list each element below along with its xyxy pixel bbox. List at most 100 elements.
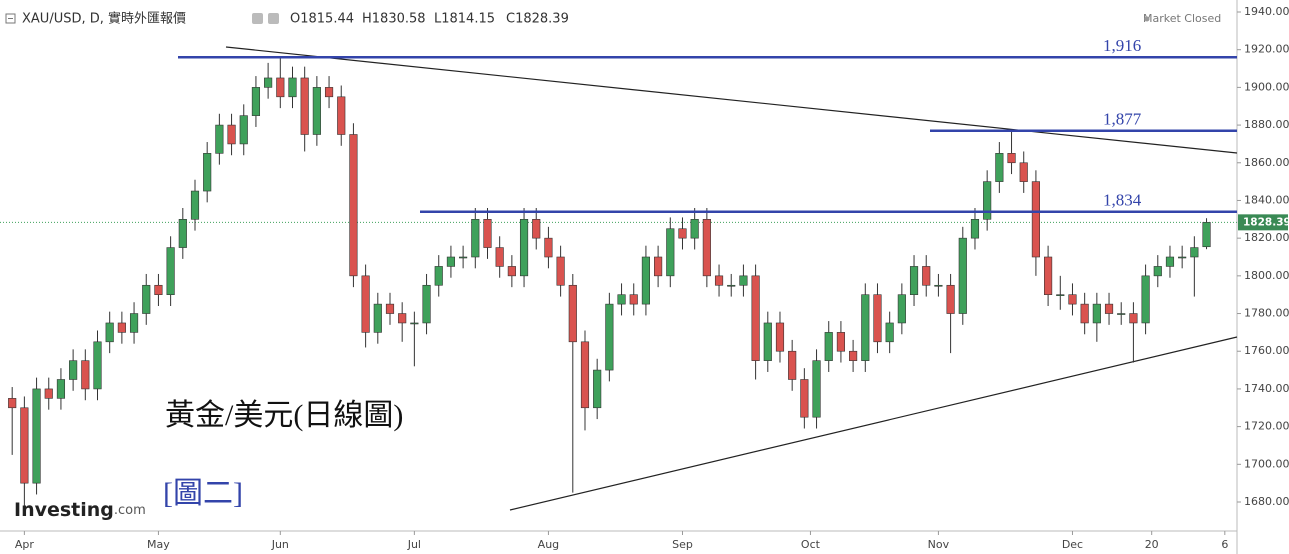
candle-body [1031,181,1040,258]
candle-body [434,266,443,286]
candle-body [922,266,931,286]
brand-name: Investing [14,499,114,521]
candle-body [958,237,967,314]
x-tick-label: Sep [672,538,693,551]
y-tick-label: 1900.00 [1244,80,1289,93]
y-tick-label: 1740.00 [1244,382,1289,395]
candle-body [1068,294,1077,305]
x-tick-label: Jul [407,538,421,551]
candle-body [739,275,748,286]
candle-body [1129,313,1138,324]
candle-body [1178,256,1187,259]
collapse-icon[interactable] [5,13,16,24]
symbol: XAU/USD, D, 實時外匯報價 [22,11,186,27]
y-tick-label: 1860.00 [1244,156,1289,169]
candle-body [349,134,358,277]
candle-body [410,322,419,325]
status-dot [1144,16,1150,22]
candle-body [142,284,151,314]
x-tick-label: Dec [1062,538,1083,551]
x-tick-label: Aug [538,538,559,551]
candle-body [556,256,565,286]
candle-body [617,294,626,305]
candle-body [714,275,724,286]
candle-body [593,369,602,409]
candle-body [836,332,845,352]
candle-body [861,294,870,361]
candle-body [1153,266,1162,277]
candle-body [495,247,504,267]
x-tick-label: 20 [1145,538,1159,551]
candle-body [751,275,760,361]
eye-icon[interactable] [252,13,263,24]
candle-body [276,77,285,98]
candle-body [93,341,102,390]
settings-icon[interactable] [268,13,279,24]
candle-body [873,294,882,343]
figure-label: [圖二] [163,477,243,510]
candle-body [1007,153,1016,164]
candle-body [605,303,614,371]
candle-body [361,275,370,333]
candle-body [1044,256,1053,295]
candle-body [154,284,163,295]
candle-body [471,219,480,258]
candle-body [203,153,212,192]
candle-body [885,322,894,343]
x-tick-label: 6 [1221,538,1228,551]
y-tick-label: 1940.00 [1244,5,1289,18]
candle-body [568,284,577,343]
candle-body [849,350,858,361]
candle-body [288,77,297,98]
candle-body [251,87,261,116]
x-tick-label: Apr [15,538,35,551]
candle-body [1165,256,1175,267]
candle-body [227,124,236,145]
candle-body [44,388,53,399]
candle-body [129,313,139,333]
candle-body [678,228,687,239]
y-tick-label: 1840.00 [1244,193,1289,206]
y-tick-label: 1820.00 [1244,231,1289,244]
x-tick-label: Nov [928,538,950,551]
candle-body [324,87,334,98]
candle-body [446,256,456,267]
candle-body [264,77,273,88]
y-tick-label: 1920.00 [1244,43,1289,56]
candle-body [580,341,590,409]
candle-body [1019,162,1028,182]
candle-body [666,228,675,277]
candle-body [532,219,541,239]
candle-body [690,219,699,239]
ohlc-label: L1814.15 [434,12,495,27]
candle-body [800,379,809,418]
candle-body [1104,303,1114,314]
candle-body [8,398,17,409]
candle-body [69,360,78,380]
x-tick-label: Oct [801,538,821,551]
candle-body [727,284,736,287]
candle-body [178,219,187,248]
trend-line-lower [509,336,1238,511]
candle-body [373,303,382,333]
candle-body [934,284,943,287]
y-tick-label: 1760.00 [1244,344,1289,357]
candle-body [422,284,431,324]
candle-body [775,322,785,352]
level-label: 1,834 [1103,191,1142,210]
candle-body [166,247,175,295]
candle-body [544,237,553,258]
candle-body [519,219,529,277]
ohlc-label: C1828.39 [506,12,569,27]
candle-body [483,219,492,248]
candle-body [1092,303,1101,324]
candle-body [300,77,309,135]
candle-body [337,96,346,135]
y-tick-label: 1780.00 [1244,307,1289,320]
last-price-label: 1828.39 [1243,216,1289,228]
candle-body [1056,294,1065,296]
candle-body [812,360,821,418]
candle-body [629,294,638,305]
candle-body [995,153,1004,182]
